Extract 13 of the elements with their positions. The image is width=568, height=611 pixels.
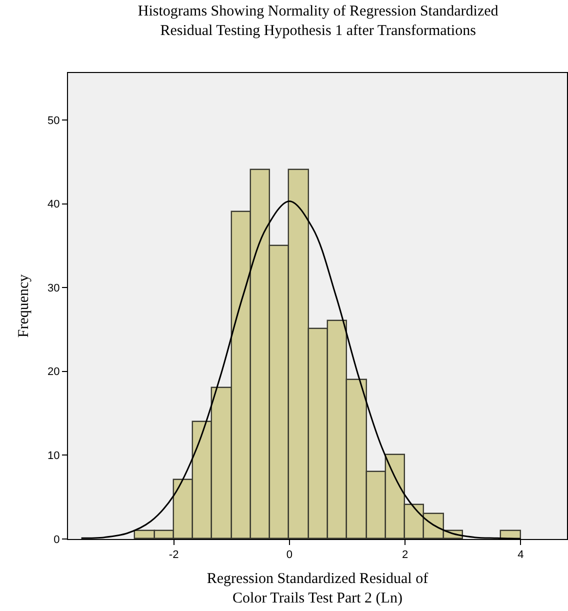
y-axis-title: Frequency xyxy=(16,274,32,338)
x-tick-label: 0 xyxy=(286,549,293,562)
y-tick-label: 0 xyxy=(54,534,60,546)
chart-title: Histograms Showing Normality of Regression Standardized Residual Testing Hypothesis 1 after Transformations xyxy=(138,3,499,39)
y-tick-label: 40 xyxy=(48,198,60,211)
y-tick-label: 30 xyxy=(48,282,60,294)
y-tick-label: 10 xyxy=(48,450,60,462)
x-tick-label: 2 xyxy=(402,549,408,562)
x-tick-label: 4 xyxy=(518,549,524,562)
x-axis-title: Regression Standardized Residual of Color Trails Test Part 2 (Ln) xyxy=(206,571,428,607)
y-tick-label: 50 xyxy=(48,114,60,127)
y-tick-label: 20 xyxy=(48,366,60,378)
x-tick-label: -2 xyxy=(168,549,179,562)
